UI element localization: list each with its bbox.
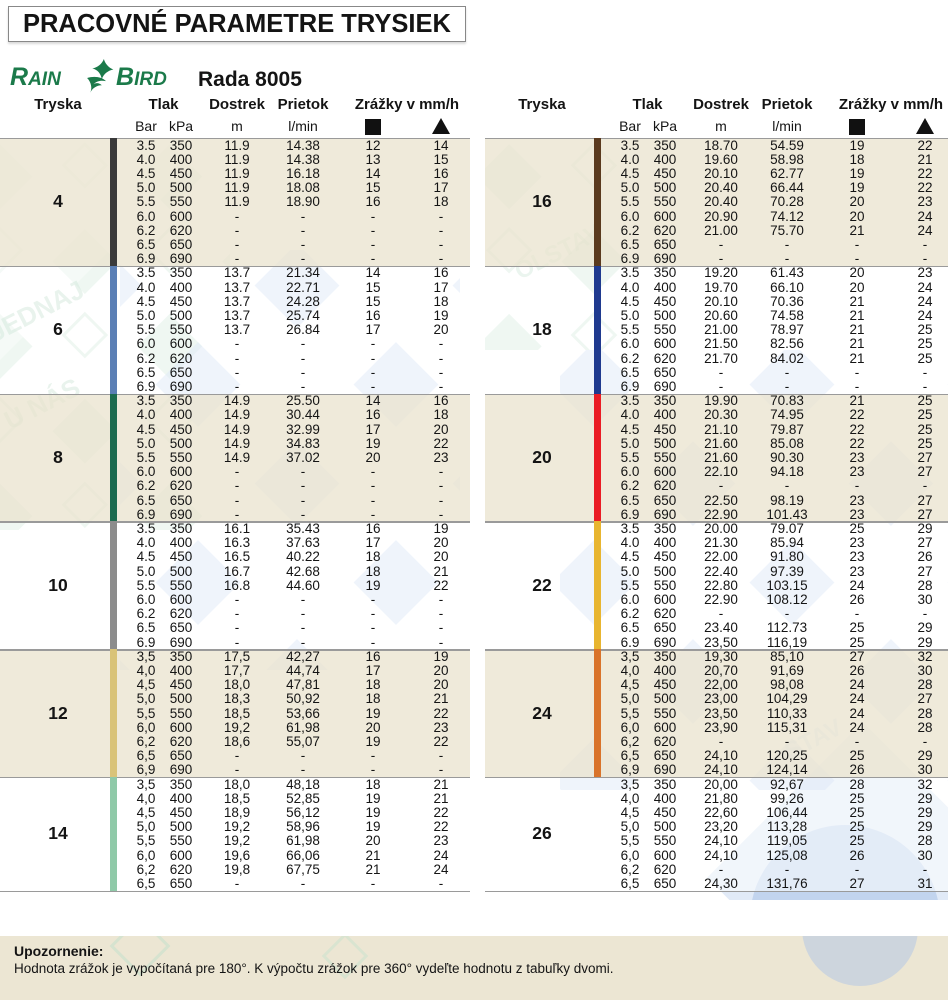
svg-text:RAIN: RAIN [10,63,62,91]
svg-text:BIRD: BIRD [116,63,167,91]
